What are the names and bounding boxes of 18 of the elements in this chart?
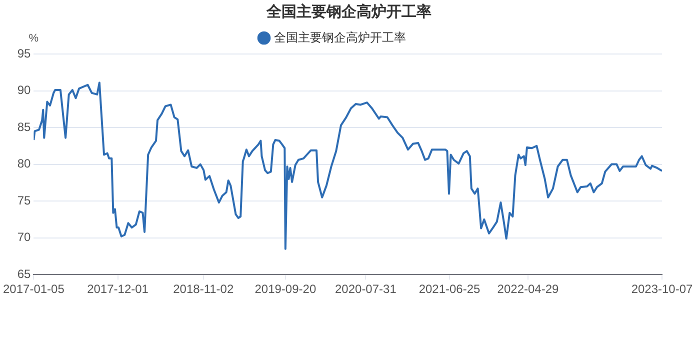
y-tick-label: 65: [17, 266, 32, 281]
y-tick-label: 75: [17, 193, 32, 208]
y-tick-label: 85: [17, 120, 32, 134]
y-tick-label: 95: [17, 46, 32, 60]
x-tick-label: 2017-01-05: [2, 282, 65, 296]
chart-title: 全国主要钢企高炉开工率: [266, 2, 432, 21]
y-axis-title: %: [28, 32, 39, 45]
x-tick-label: 2023-10-07: [631, 282, 694, 296]
x-tick-label: 2020-07-31: [334, 282, 397, 296]
x-tick-label: 2018-11-02: [173, 282, 234, 296]
y-tick-label: 90: [17, 83, 32, 98]
x-tick-label: 2021-06-25: [418, 282, 481, 296]
x-tick-label: 2022-04-29: [497, 282, 559, 296]
y-tick-label: 80: [17, 156, 32, 171]
x-tick-label: 2019-09-20: [254, 282, 316, 296]
y-tick-label: 70: [17, 230, 32, 244]
x-tick-label: 2017-12-01: [87, 282, 149, 296]
legend-label: 全国主要钢企高炉开工率: [274, 30, 406, 44]
